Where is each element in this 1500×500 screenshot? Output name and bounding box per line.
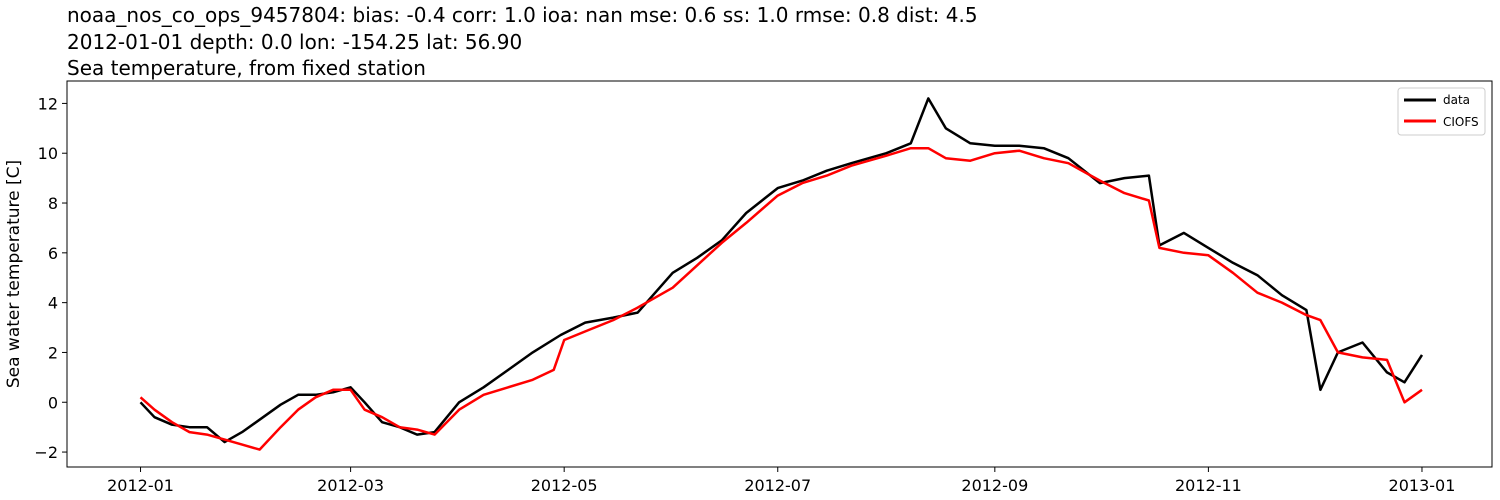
title-line-2: 2012-01-01 depth: 0.0 lon: -154.25 lat: … bbox=[67, 30, 522, 54]
title-line-3: Sea temperature, from fixed station bbox=[67, 56, 426, 80]
series-layer bbox=[139, 97, 1424, 451]
x-tick-label: 2012-09 bbox=[961, 476, 1028, 495]
y-tick-label: 0 bbox=[48, 393, 58, 412]
y-tick-label: 10 bbox=[38, 144, 58, 163]
y-tick-label: 2 bbox=[48, 343, 58, 362]
legend-label-data: data bbox=[1443, 93, 1470, 107]
plot-area-frame bbox=[66, 80, 1493, 468]
y-axis-label: Sea water temperature [C] bbox=[4, 160, 24, 388]
x-tick-label: 2012-11 bbox=[1175, 476, 1242, 495]
y-tick-label: −2 bbox=[34, 443, 58, 462]
x-tick-label: 2012-03 bbox=[317, 476, 384, 495]
y-tick-label: 4 bbox=[48, 294, 58, 313]
x-tick-label: 2013-01 bbox=[1389, 476, 1456, 495]
legend: data CIOFS bbox=[1397, 87, 1486, 136]
y-tick-label: 12 bbox=[38, 94, 58, 113]
x-tick-label: 2012-01 bbox=[107, 476, 174, 495]
series-line-ciofs bbox=[139, 146, 1423, 451]
title-line-1: noaa_nos_co_ops_9457804: bias: -0.4 corr… bbox=[67, 3, 978, 27]
x-axis: 2012-01 2012-03 2012-05 2012-07 2012-09 2012-… bbox=[107, 467, 1455, 495]
legend-label-ciofs: CIOFS bbox=[1443, 115, 1479, 129]
series-line-data bbox=[139, 97, 1424, 444]
y-tick-label: 6 bbox=[48, 244, 58, 263]
y-tick-label: 8 bbox=[48, 194, 58, 213]
x-tick-label: 2012-07 bbox=[744, 476, 811, 495]
x-tick-label: 2012-05 bbox=[531, 476, 598, 495]
y-axis: −2 0 2 4 6 8 10 12 bbox=[34, 94, 67, 462]
chart-title: noaa_nos_co_ops_9457804: bias: -0.4 corr… bbox=[67, 3, 978, 80]
